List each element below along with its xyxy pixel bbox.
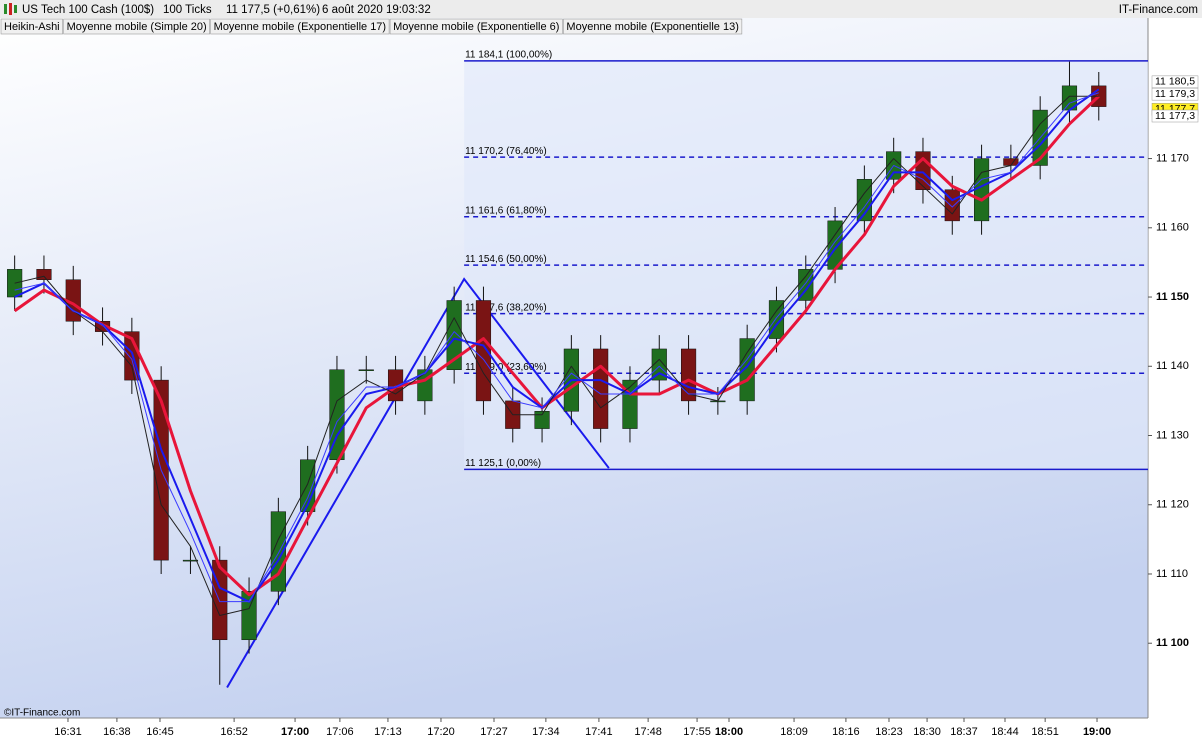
- candle-body: [329, 369, 345, 460]
- candle-body: [680, 348, 697, 402]
- x-tick-label: 18:37: [950, 726, 978, 738]
- legend-label: Moyenne mobile (Exponentielle 6): [393, 21, 559, 33]
- ma-line: [14, 88, 1100, 603]
- x-tick-label: 17:48: [634, 726, 662, 738]
- zigzag-line: [226, 277, 610, 689]
- y-tick-label: 11 160: [1156, 222, 1189, 234]
- x-tick-label: 18:44: [991, 726, 1019, 738]
- fib-label: 11 161,6 (61,80%): [465, 205, 547, 216]
- x-tick-label: 18:30: [913, 726, 941, 738]
- x-tick-label: 17:00: [281, 726, 309, 738]
- icon: [14, 5, 17, 13]
- x-tick-label: 18:23: [875, 726, 903, 738]
- fib-label: 11 125,1 (0,00%): [465, 458, 541, 469]
- legend-box: [563, 18, 743, 35]
- x-tick-label: 16:45: [146, 726, 174, 738]
- plot: 11 184,1 (100,00%) 11 170,2 (76,40%) 11 16…: [7, 50, 1148, 689]
- timestamp: 6 août 2020 19:03:32: [322, 4, 431, 16]
- x-tick-label: 18:09: [780, 726, 808, 738]
- ma-line: [14, 92, 1099, 603]
- candle-body: [182, 559, 199, 562]
- legend-box: [0, 18, 63, 35]
- legend-box: [389, 18, 563, 35]
- y-tick-label: 11 140: [1156, 360, 1189, 372]
- legend-label: Moyenne mobile (Simple 20): [67, 21, 207, 33]
- candle-body: [534, 411, 550, 429]
- candle-body: [36, 269, 52, 280]
- ma-line: [13, 95, 1100, 597]
- y-tick-label: 11 150: [1156, 291, 1189, 303]
- y-tick-label: 11 170: [1156, 152, 1189, 164]
- x-tick-label: 18:16: [832, 726, 860, 738]
- x-tick-label: 17:27: [480, 726, 508, 738]
- header: US Tech 100 Cash (100$) 100 Ticks 11 177…: [0, 0, 1202, 18]
- legend-label: Moyenne mobile (Exponentielle 13): [566, 21, 738, 33]
- y-tick-label: 11 110: [1156, 568, 1188, 580]
- legend: Heikin-Ashi Moyenne mobile (Simple 20) Moy…: [0, 18, 743, 35]
- copyright: ©IT-Finance.com: [4, 708, 80, 719]
- instrument-title: US Tech 100 Cash (100$): [22, 4, 154, 16]
- price-tag-label: 11 180,5: [1155, 76, 1195, 88]
- candle-body: [593, 348, 609, 429]
- x-tick-label: 16:38: [103, 726, 131, 738]
- fib-label: 11 147,6 (38,20%): [465, 302, 547, 313]
- last-price: 11 177,5 (+0,61%): [226, 4, 320, 16]
- y-tick-label: 11 100: [1156, 637, 1189, 649]
- fib-label: 11 154,6 (50,00%): [465, 254, 547, 265]
- fib-label: 11 170,2 (76,40%): [465, 146, 547, 157]
- x-tick-label: 18:00: [715, 726, 743, 738]
- x-tick-label: 17:06: [326, 726, 354, 738]
- price-tag: [1151, 87, 1199, 101]
- price-tag-label: 11 177,3: [1155, 110, 1195, 122]
- candle-body: [241, 591, 257, 641]
- candle-body: [739, 338, 755, 402]
- fib-label: 11 184,1 (100,00%): [465, 50, 552, 61]
- header-bar: [0, 0, 1202, 18]
- x-tick-label: 17:55: [683, 726, 711, 738]
- x-tick-label: 17:20: [427, 726, 455, 738]
- x-tick-label: 17:34: [532, 726, 560, 738]
- candle-body: [651, 348, 667, 381]
- legend-box: [63, 18, 210, 35]
- legend-box: [210, 18, 390, 35]
- icon: [4, 4, 7, 14]
- y-tick-label: 11 130: [1156, 429, 1189, 441]
- x-tick-label: 17:41: [585, 726, 613, 738]
- brand: IT-Finance.com: [1119, 4, 1198, 16]
- candle-body: [475, 300, 492, 402]
- x-axis-area: [0, 718, 1148, 740]
- icon: [9, 3, 12, 15]
- x-tick-label: 18:51: [1031, 726, 1059, 738]
- candle-body: [1003, 158, 1019, 166]
- x-tick-label: 16:31: [54, 726, 82, 738]
- price-tag: [1151, 75, 1199, 89]
- y-tick-label: 11 120: [1156, 499, 1189, 511]
- price-tag: [1151, 109, 1199, 123]
- legend-label: Heikin-Ashi: [4, 21, 60, 33]
- y-axis-area: [1148, 18, 1202, 740]
- price-tag-label: 11 179,3: [1155, 88, 1195, 100]
- legend-label: Moyenne mobile (Exponentielle 17): [214, 21, 386, 33]
- candle-body: [358, 369, 374, 371]
- x-tick-label: 19:00: [1083, 726, 1111, 738]
- x-tick-label: 16:52: [220, 726, 248, 738]
- x-tick-label: 17:13: [374, 726, 402, 738]
- candle-body: [446, 300, 462, 370]
- interval: 100 Ticks: [163, 4, 212, 16]
- candle-body: [417, 369, 433, 402]
